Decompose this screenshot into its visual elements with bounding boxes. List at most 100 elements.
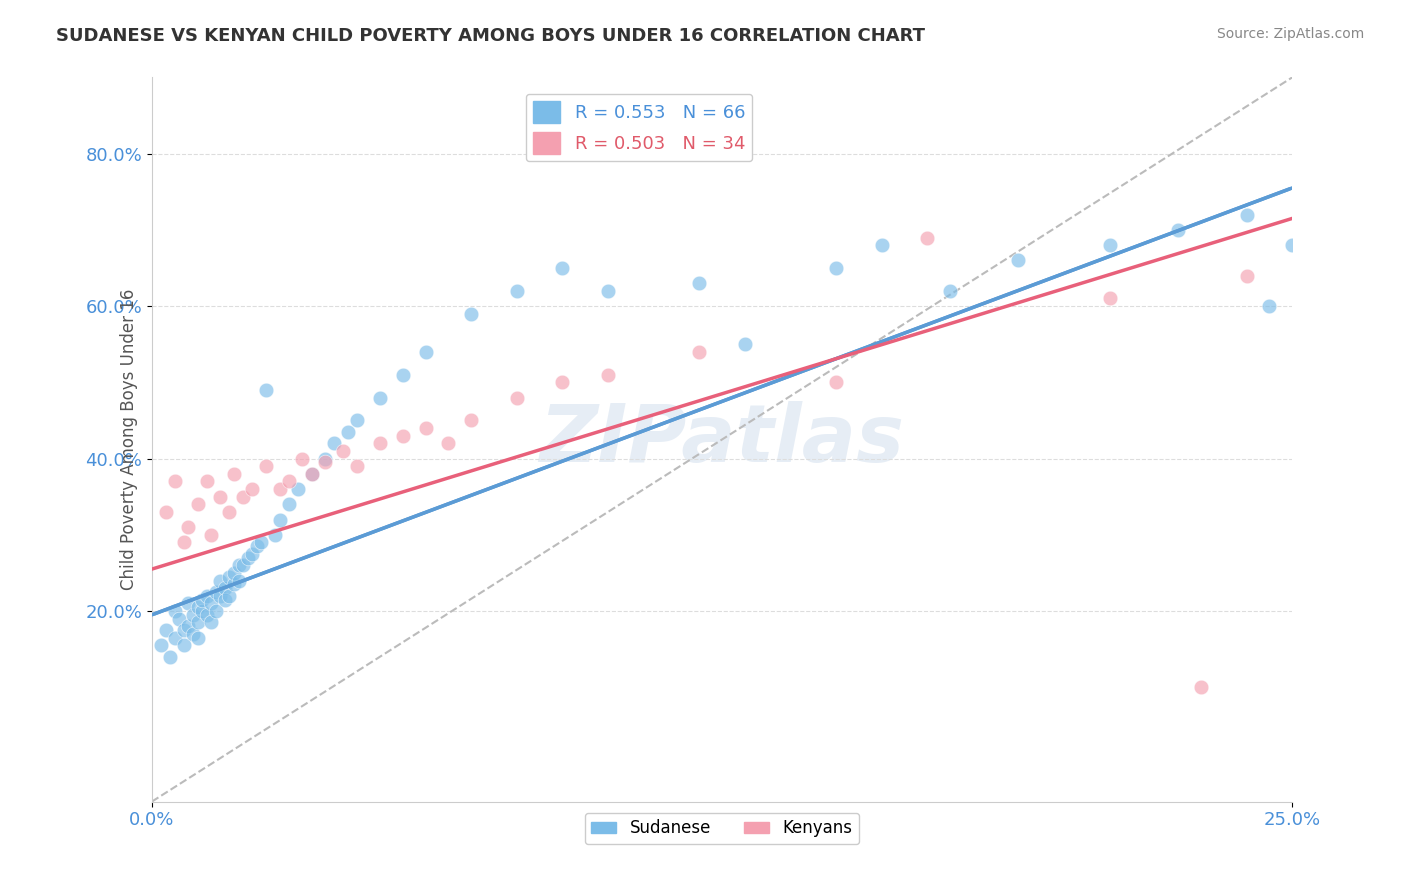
Point — [277, 497, 299, 511]
Point — [688, 344, 710, 359]
Point — [368, 436, 391, 450]
Point — [218, 570, 240, 584]
Point — [195, 589, 218, 603]
Point — [204, 585, 226, 599]
Point — [236, 550, 259, 565]
Point — [218, 505, 240, 519]
Legend: Sudanese, Kenyans: Sudanese, Kenyans — [585, 813, 859, 844]
Point — [1007, 253, 1029, 268]
Point — [200, 528, 222, 542]
Point — [209, 589, 232, 603]
Point — [825, 260, 848, 275]
Point — [596, 284, 619, 298]
Point — [155, 623, 177, 637]
Point — [186, 600, 208, 615]
Point — [551, 376, 574, 390]
Point — [191, 592, 214, 607]
Point — [177, 619, 200, 633]
Point — [734, 337, 756, 351]
Point — [204, 604, 226, 618]
Point — [269, 482, 291, 496]
Point — [222, 577, 245, 591]
Point — [391, 368, 413, 382]
Point — [596, 368, 619, 382]
Point — [177, 520, 200, 534]
Point — [301, 467, 323, 481]
Point — [1098, 238, 1121, 252]
Point — [1236, 268, 1258, 283]
Point — [939, 284, 962, 298]
Point — [240, 547, 263, 561]
Point — [264, 528, 287, 542]
Text: SUDANESE VS KENYAN CHILD POVERTY AMONG BOYS UNDER 16 CORRELATION CHART: SUDANESE VS KENYAN CHILD POVERTY AMONG B… — [56, 27, 925, 45]
Point — [195, 475, 218, 489]
Point — [254, 383, 277, 397]
Point — [181, 627, 204, 641]
Point — [1236, 208, 1258, 222]
Point — [250, 535, 273, 549]
Point — [177, 596, 200, 610]
Point — [346, 413, 368, 427]
Point — [1281, 238, 1303, 252]
Point — [269, 512, 291, 526]
Point — [506, 284, 529, 298]
Point — [159, 649, 181, 664]
Point — [551, 260, 574, 275]
Point — [209, 574, 232, 588]
Point — [415, 344, 437, 359]
Point — [277, 475, 299, 489]
Point — [825, 376, 848, 390]
Point — [163, 604, 186, 618]
Point — [1167, 223, 1189, 237]
Point — [246, 539, 269, 553]
Point — [150, 638, 173, 652]
Point — [337, 425, 360, 439]
Point — [195, 607, 218, 622]
Point — [391, 428, 413, 442]
Point — [214, 592, 236, 607]
Point — [368, 391, 391, 405]
Point — [287, 482, 309, 496]
Point — [232, 490, 254, 504]
Point — [209, 490, 232, 504]
Point — [1189, 680, 1212, 694]
Point — [214, 581, 236, 595]
Point — [437, 436, 460, 450]
Point — [332, 444, 354, 458]
Point — [301, 467, 323, 481]
Point — [173, 623, 195, 637]
Point — [1258, 299, 1281, 313]
Point — [173, 638, 195, 652]
Point — [200, 615, 222, 630]
Point — [228, 574, 250, 588]
Point — [460, 307, 482, 321]
Point — [222, 566, 245, 580]
Point — [415, 421, 437, 435]
Text: Source: ZipAtlas.com: Source: ZipAtlas.com — [1216, 27, 1364, 41]
Point — [240, 482, 263, 496]
Point — [186, 631, 208, 645]
Point — [323, 436, 346, 450]
Point — [1098, 292, 1121, 306]
Point — [291, 451, 314, 466]
Point — [181, 607, 204, 622]
Point — [314, 451, 336, 466]
Point — [232, 558, 254, 573]
Point — [173, 535, 195, 549]
Point — [218, 589, 240, 603]
Point — [222, 467, 245, 481]
Point — [167, 612, 190, 626]
Point — [460, 413, 482, 427]
Point — [163, 631, 186, 645]
Point — [506, 391, 529, 405]
Point — [200, 596, 222, 610]
Point — [314, 455, 336, 469]
Point — [870, 238, 893, 252]
Text: ZIPatlas: ZIPatlas — [540, 401, 904, 478]
Point — [163, 475, 186, 489]
Point — [688, 277, 710, 291]
Point — [191, 604, 214, 618]
Point — [254, 459, 277, 474]
Point — [228, 558, 250, 573]
Point — [186, 497, 208, 511]
